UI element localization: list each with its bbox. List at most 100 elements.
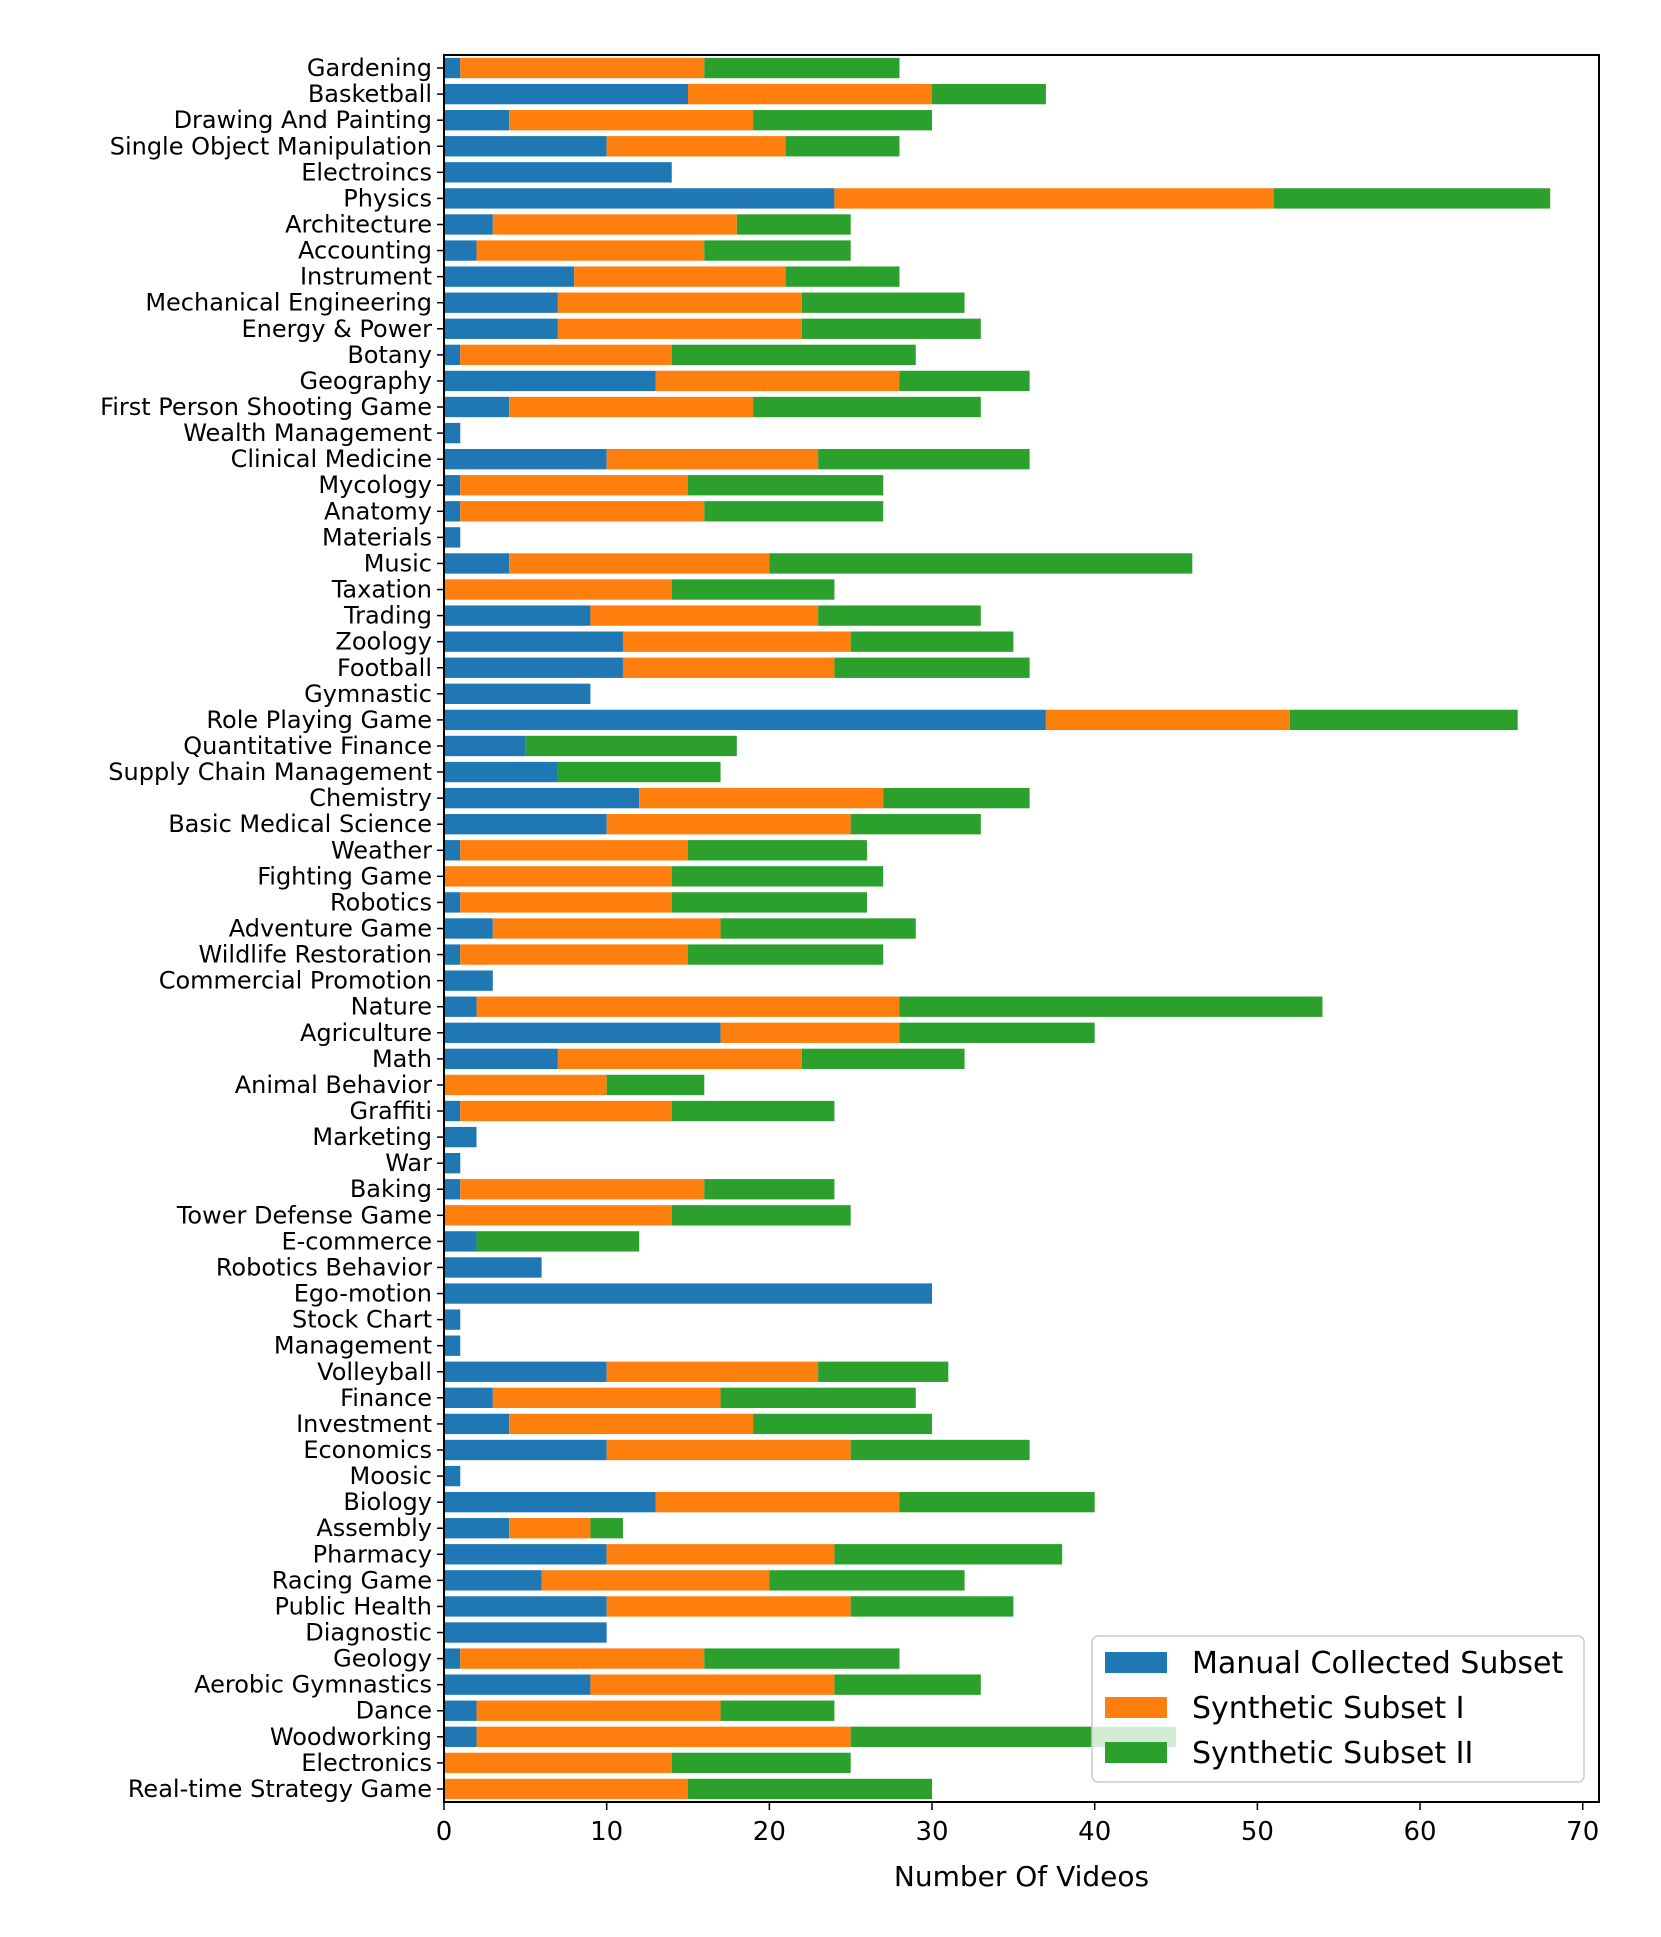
bar-segment — [509, 396, 754, 418]
bar-segment — [476, 1231, 640, 1252]
bar-segment — [834, 1544, 1063, 1565]
bar-segment — [801, 1048, 965, 1070]
legend-label: Synthetic Subset I — [1192, 1691, 1465, 1726]
bar-segment — [720, 1700, 835, 1721]
bar-segment — [655, 370, 900, 392]
category-label: Commercial Promotion — [159, 967, 432, 995]
category-label: Anatomy — [324, 497, 432, 525]
category-label: Management — [274, 1332, 432, 1360]
category-label: Physics — [343, 184, 432, 212]
bar-segment — [444, 501, 461, 522]
bar-segment — [509, 110, 754, 131]
category-label: Gymnastic — [304, 680, 432, 708]
bar-segment — [720, 1022, 900, 1043]
category-label: Marketing — [312, 1123, 432, 1151]
bar-segment — [541, 1570, 770, 1591]
bar-segment — [671, 1752, 851, 1774]
bar-segment — [444, 1570, 542, 1591]
bar-segment — [509, 1413, 754, 1435]
category-label: Music — [364, 549, 432, 577]
bar-segment — [606, 136, 786, 157]
bar-segment — [444, 110, 510, 131]
category-label: Trading — [343, 602, 432, 630]
bar-segment — [476, 1726, 851, 1747]
bar-segment — [1045, 709, 1290, 731]
category-label: Ego-motion — [294, 1280, 432, 1308]
bar-segment — [688, 83, 933, 105]
category-label: Mycology — [318, 471, 432, 499]
bar-segment — [444, 1205, 672, 1226]
category-label: Accounting — [298, 237, 432, 265]
bar-segment — [444, 318, 558, 339]
x-tick-label: 60 — [1404, 1817, 1437, 1847]
bar-segment — [460, 944, 689, 965]
category-label: Basic Medical Science — [168, 810, 432, 838]
category-label: Tower Defense Game — [176, 1201, 432, 1229]
bar-segment — [850, 1439, 1030, 1461]
bar-segment — [850, 631, 1014, 652]
bar-segment — [606, 1596, 851, 1617]
bar-segment — [444, 605, 591, 626]
bar-segment — [460, 1100, 672, 1122]
bar-segment — [444, 1231, 477, 1252]
bar-segment — [460, 57, 705, 79]
category-label: Architecture — [285, 210, 432, 238]
bar-segment — [444, 683, 591, 704]
category-label: Taxation — [331, 576, 432, 604]
legend-box — [1091, 1635, 1585, 1783]
x-tick-label: 40 — [1078, 1817, 1111, 1847]
bar-segment — [671, 1100, 835, 1122]
bar-segment — [444, 1752, 672, 1774]
bar-segment — [688, 944, 884, 965]
category-label: Math — [372, 1045, 432, 1073]
bar-segment — [688, 840, 867, 861]
bar-segment — [444, 396, 510, 418]
bar-segment — [899, 996, 1323, 1017]
category-label: Wealth Management — [183, 419, 432, 447]
category-label: Football — [337, 654, 432, 682]
bar-segment — [444, 1283, 933, 1304]
x-tick-label: 70 — [1566, 1817, 1599, 1847]
category-label: Electroincs — [301, 158, 432, 186]
category-label: Role Playing Game — [206, 706, 432, 734]
bar-segment — [671, 1205, 851, 1226]
bar-segment — [801, 292, 965, 313]
category-label: Aerobic Gymnastics — [194, 1671, 432, 1699]
bar-segment — [444, 761, 558, 783]
bar-segment — [606, 1361, 819, 1382]
bar-segment — [1289, 709, 1518, 731]
category-label: Basketball — [308, 80, 432, 108]
bar-segment — [444, 83, 689, 105]
category-label: Botany — [347, 341, 432, 369]
bar-segment — [622, 657, 835, 678]
bar-segment — [444, 1048, 558, 1070]
category-label: Animal Behavior — [235, 1071, 432, 1099]
bar-segment — [444, 1596, 607, 1617]
bar-segment — [444, 996, 477, 1017]
category-label: Mechanical Engineering — [145, 289, 432, 317]
bar-segment — [476, 240, 705, 261]
bar-segment — [574, 266, 786, 287]
category-label: First Person Shooting Game — [100, 393, 432, 421]
bar-segment — [557, 292, 802, 313]
category-label: Public Health — [275, 1592, 432, 1620]
bar-segment — [704, 501, 884, 522]
category-label: Finance — [340, 1384, 432, 1412]
bar-segment — [444, 1439, 607, 1461]
category-label: Agriculture — [300, 1019, 432, 1047]
bar-segment — [444, 1335, 461, 1356]
bar-segment — [509, 1518, 591, 1539]
legend-label: Manual Collected Subset — [1192, 1646, 1563, 1681]
bar-segment — [606, 448, 819, 470]
bar-segment — [671, 579, 835, 600]
bar-segment — [899, 370, 1030, 392]
bar-segment — [801, 318, 981, 339]
bar-segment — [590, 1518, 623, 1539]
bar-segment — [444, 1361, 607, 1382]
category-label: Materials — [322, 523, 432, 551]
category-label: Quantitative Finance — [183, 732, 432, 760]
category-label: Single Object Manipulation — [110, 132, 432, 160]
bar-segment — [444, 1544, 607, 1565]
bar-segment — [525, 735, 737, 757]
